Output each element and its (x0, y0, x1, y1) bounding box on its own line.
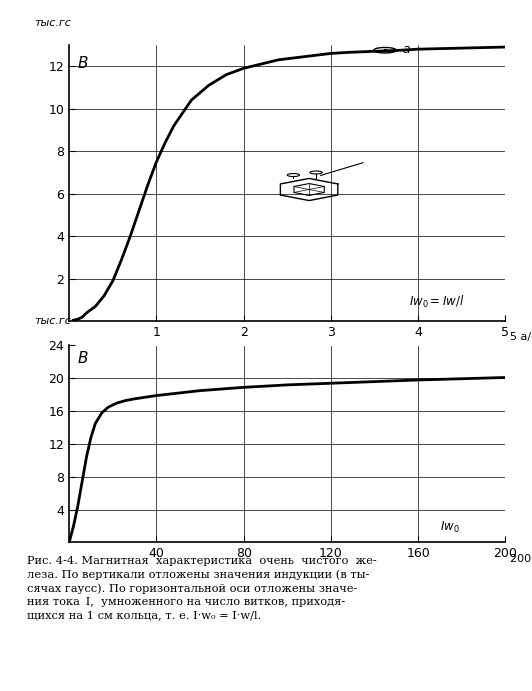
Text: 200 а/см: 200 а/см (510, 554, 532, 565)
Text: тыс.гс: тыс.гс (34, 316, 71, 326)
Text: $Iw_0$: $Iw_0$ (440, 520, 460, 535)
Text: $Iw_0=Iw/l$: $Iw_0=Iw/l$ (410, 294, 465, 310)
Text: B: B (78, 56, 88, 71)
Text: Рис. 4-4. Магнитная  характеристика  очень  чистого  же-
леза. По вертикали отло: Рис. 4-4. Магнитная характеристика очень… (27, 556, 376, 621)
Text: тыс.гс: тыс.гс (34, 19, 71, 28)
Text: B: B (78, 352, 88, 366)
Text: a: a (402, 44, 410, 57)
Text: 5 а/см: 5 а/см (510, 332, 532, 342)
